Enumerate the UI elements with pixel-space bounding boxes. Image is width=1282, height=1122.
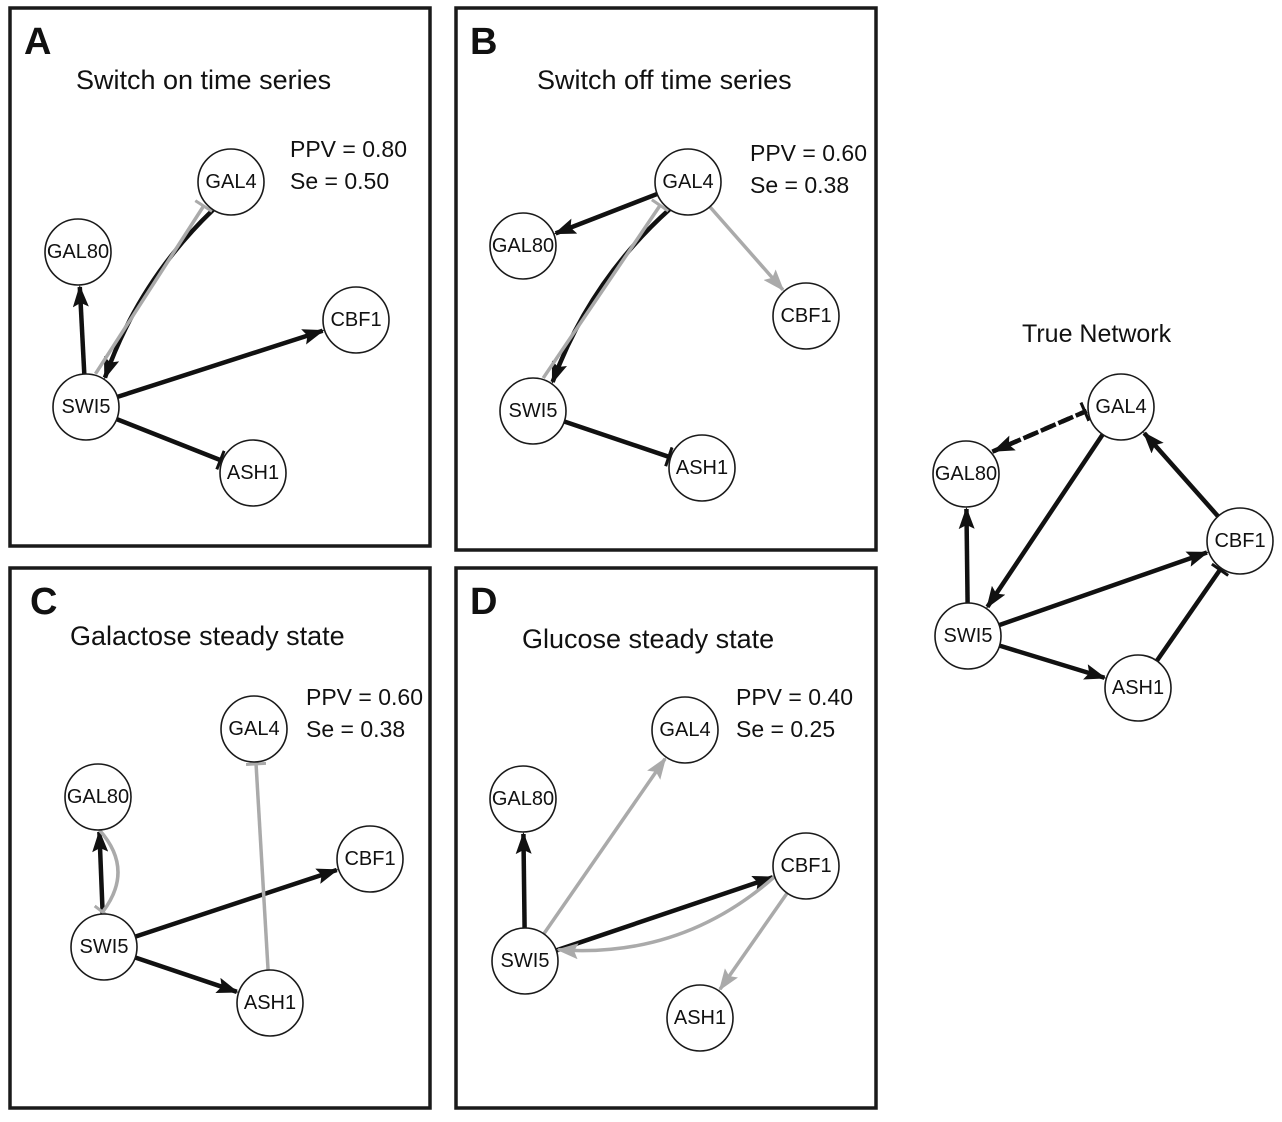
true-network-title: True Network <box>1022 320 1172 348</box>
edge-d-swi5-to-gal80 <box>523 834 524 928</box>
node-label: GAL4 <box>228 718 279 740</box>
node-t-gal80: GAL80 <box>933 441 999 507</box>
node-label: ASH1 <box>674 1007 726 1029</box>
node-b-ash1: ASH1 <box>669 435 735 501</box>
node-label: CBF1 <box>780 855 831 877</box>
panel-b-ppv: PPV = 0.60 <box>750 140 867 166</box>
node-label: ASH1 <box>227 462 279 484</box>
node-c-ash1: ASH1 <box>237 970 303 1036</box>
node-label: GAL4 <box>659 719 710 741</box>
node-t-swi5: SWI5 <box>935 603 1001 669</box>
node-label: ASH1 <box>1112 677 1164 699</box>
edge-t-swi5-to-ash1 <box>1000 646 1105 678</box>
node-label: GAL80 <box>47 241 109 263</box>
panel-c-ppv: PPV = 0.60 <box>306 684 423 710</box>
node-b-gal80: GAL80 <box>490 213 556 279</box>
panel-d-title: Glucose steady state <box>522 624 774 654</box>
node-label: CBF1 <box>330 309 381 331</box>
node-d-gal4: GAL4 <box>652 697 718 763</box>
panel-a-title: Switch on time series <box>76 65 331 95</box>
node-c-cbf1: CBF1 <box>337 826 403 892</box>
node-label: ASH1 <box>676 457 728 479</box>
node-b-cbf1: CBF1 <box>773 283 839 349</box>
node-a-ash1: ASH1 <box>220 440 286 506</box>
edge-t-swi5-to-gal80 <box>966 509 967 603</box>
node-label: GAL80 <box>492 235 554 257</box>
panel-b-letter: B <box>470 21 497 63</box>
node-label: GAL4 <box>205 171 256 193</box>
node-a-gal80: GAL80 <box>45 219 111 285</box>
node-label: GAL80 <box>492 788 554 810</box>
panel-c-se: Se = 0.38 <box>306 716 405 742</box>
panel-b-se: Se = 0.38 <box>750 172 849 198</box>
node-d-swi5: SWI5 <box>492 928 558 994</box>
node-a-swi5: SWI5 <box>53 374 119 440</box>
node-t-ash1: ASH1 <box>1105 655 1171 721</box>
node-label: SWI5 <box>509 400 558 422</box>
node-label: GAL80 <box>67 786 129 808</box>
node-label: SWI5 <box>944 625 993 647</box>
node-label: CBF1 <box>780 305 831 327</box>
node-d-gal80: GAL80 <box>490 766 556 832</box>
panel-c-letter: C <box>30 581 57 623</box>
edge-t-gal4-to-swi5 <box>987 434 1102 606</box>
panel-d-ppv: PPV = 0.40 <box>736 684 853 710</box>
node-label: GAL80 <box>935 463 997 485</box>
node-label: SWI5 <box>501 950 550 972</box>
panel-d-se: Se = 0.25 <box>736 716 835 742</box>
panel-a-ppv: PPV = 0.80 <box>290 136 407 162</box>
node-c-gal4: GAL4 <box>221 696 287 762</box>
node-c-swi5: SWI5 <box>71 914 137 980</box>
node-a-gal4: GAL4 <box>198 149 264 215</box>
node-label: SWI5 <box>80 936 129 958</box>
panel-d-letter: D <box>470 581 497 623</box>
node-b-swi5: SWI5 <box>500 378 566 444</box>
node-t-gal4: GAL4 <box>1088 374 1154 440</box>
edge-t-cbf1-to-gal4 <box>1144 433 1218 516</box>
node-label: GAL4 <box>1095 396 1146 418</box>
panel-c-title: Galactose steady state <box>70 621 345 651</box>
panel-a-se: Se = 0.50 <box>290 168 389 194</box>
node-t-cbf1: CBF1 <box>1207 508 1273 574</box>
node-label: CBF1 <box>1214 530 1265 552</box>
node-d-cbf1: CBF1 <box>773 833 839 899</box>
node-label: CBF1 <box>344 848 395 870</box>
edge-t-ash1-to-cbf1 <box>1157 570 1220 661</box>
node-a-cbf1: CBF1 <box>323 287 389 353</box>
node-label: GAL4 <box>662 171 713 193</box>
edge-t-swi5-to-cbf1 <box>999 553 1207 626</box>
panel-a-letter: A <box>24 21 51 63</box>
panel-b-title: Switch off time series <box>537 65 792 95</box>
node-b-gal4: GAL4 <box>655 149 721 215</box>
node-d-ash1: ASH1 <box>667 985 733 1051</box>
node-label: ASH1 <box>244 992 296 1014</box>
node-label: SWI5 <box>62 396 111 418</box>
node-c-gal80: GAL80 <box>65 764 131 830</box>
